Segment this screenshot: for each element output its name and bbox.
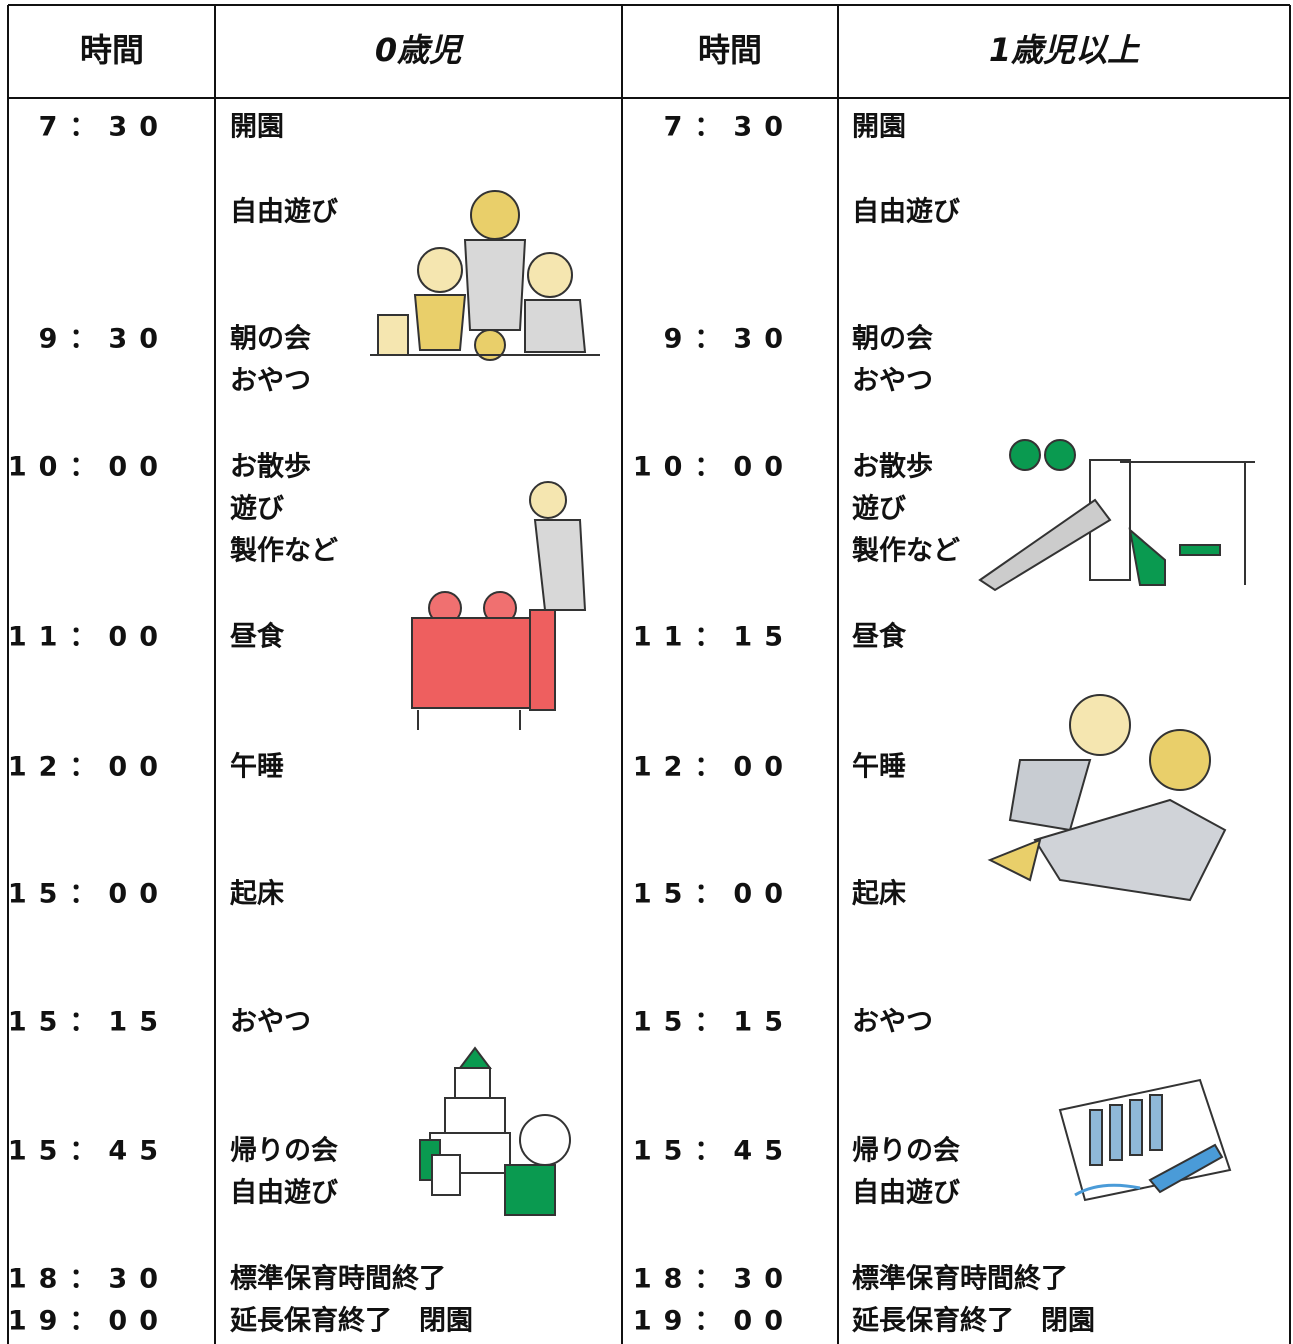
activity: 朝の会 [230,324,311,355]
activity: 開園 [230,112,284,143]
time-cell: 10：00 [8,452,170,483]
time-cell: 15：00 [8,879,170,910]
activity: お散歩 [230,452,311,483]
activity: 延長保育終了 閉園 [229,1305,473,1337]
activity: おやつ [852,366,933,397]
activity: 起床 [852,878,906,910]
activity: 帰りの会 [852,1136,960,1167]
activity: 昼食 [230,621,285,653]
activity: 製作など [230,536,338,567]
activity: おやつ [852,1007,933,1038]
activity: 午睡 [230,751,284,783]
illustration-crayons [1058,1078,1232,1202]
time-cell: 10：00 [633,452,795,483]
time-cell: 7：30 [39,112,170,143]
activity: 朝の会 [852,324,933,355]
illustration-family [370,190,600,361]
time-cell: 18：30 [633,1264,795,1295]
activity: 標準保育時間終了 [852,1263,1068,1295]
activity: 延長保育終了 閉園 [851,1305,1095,1337]
illustration-sleeping [987,694,1227,902]
activity: 製作など [852,536,960,567]
time-cell: 11：00 [8,622,170,653]
activity: 自由遊び [852,1177,960,1209]
activity: 自由遊び [230,196,338,228]
time-cell: 15：00 [633,879,795,910]
activity: 標準保育時間終了 [230,1263,446,1295]
illustration-playground [978,439,1255,592]
activity: 遊び [230,494,284,525]
activity: おやつ [230,366,311,397]
activity: 午睡 [852,751,906,783]
header-cell: 時間 [698,31,762,69]
activity: 自由遊び [852,196,960,228]
time-cell: 15：45 [8,1136,170,1167]
header-cell: 時間 [80,31,144,69]
time-cell: 15：15 [8,1007,170,1038]
time-cell: 12：00 [633,752,795,783]
time-cell: 15：45 [633,1136,795,1167]
activity: 昼食 [852,621,907,653]
activity: 帰りの会 [230,1136,338,1167]
activity: 起床 [230,878,284,910]
time-cell: 11：15 [633,622,795,653]
illustration-blocks [419,1046,571,1216]
time-cell: 19：00 [633,1306,795,1337]
time-cell: 9：30 [39,324,170,355]
activity: お散歩 [852,452,933,483]
time-cell: 19：00 [8,1306,170,1337]
time-cell: 9：30 [664,324,795,355]
time-cell: 18：30 [8,1264,170,1295]
header-cell: 1歳児以上 [989,31,1140,69]
table-grid [7,4,1291,1344]
activity: 自由遊び [230,1177,338,1209]
activity: 開園 [852,112,906,143]
activity: おやつ [230,1007,311,1038]
header-cell: 0歳児 [375,31,464,69]
activity: 遊び [852,494,906,525]
time-cell: 7：30 [664,112,795,143]
illustration-stroller [411,481,587,730]
time-cell: 15：15 [633,1007,795,1038]
time-cell: 12：00 [8,752,170,783]
